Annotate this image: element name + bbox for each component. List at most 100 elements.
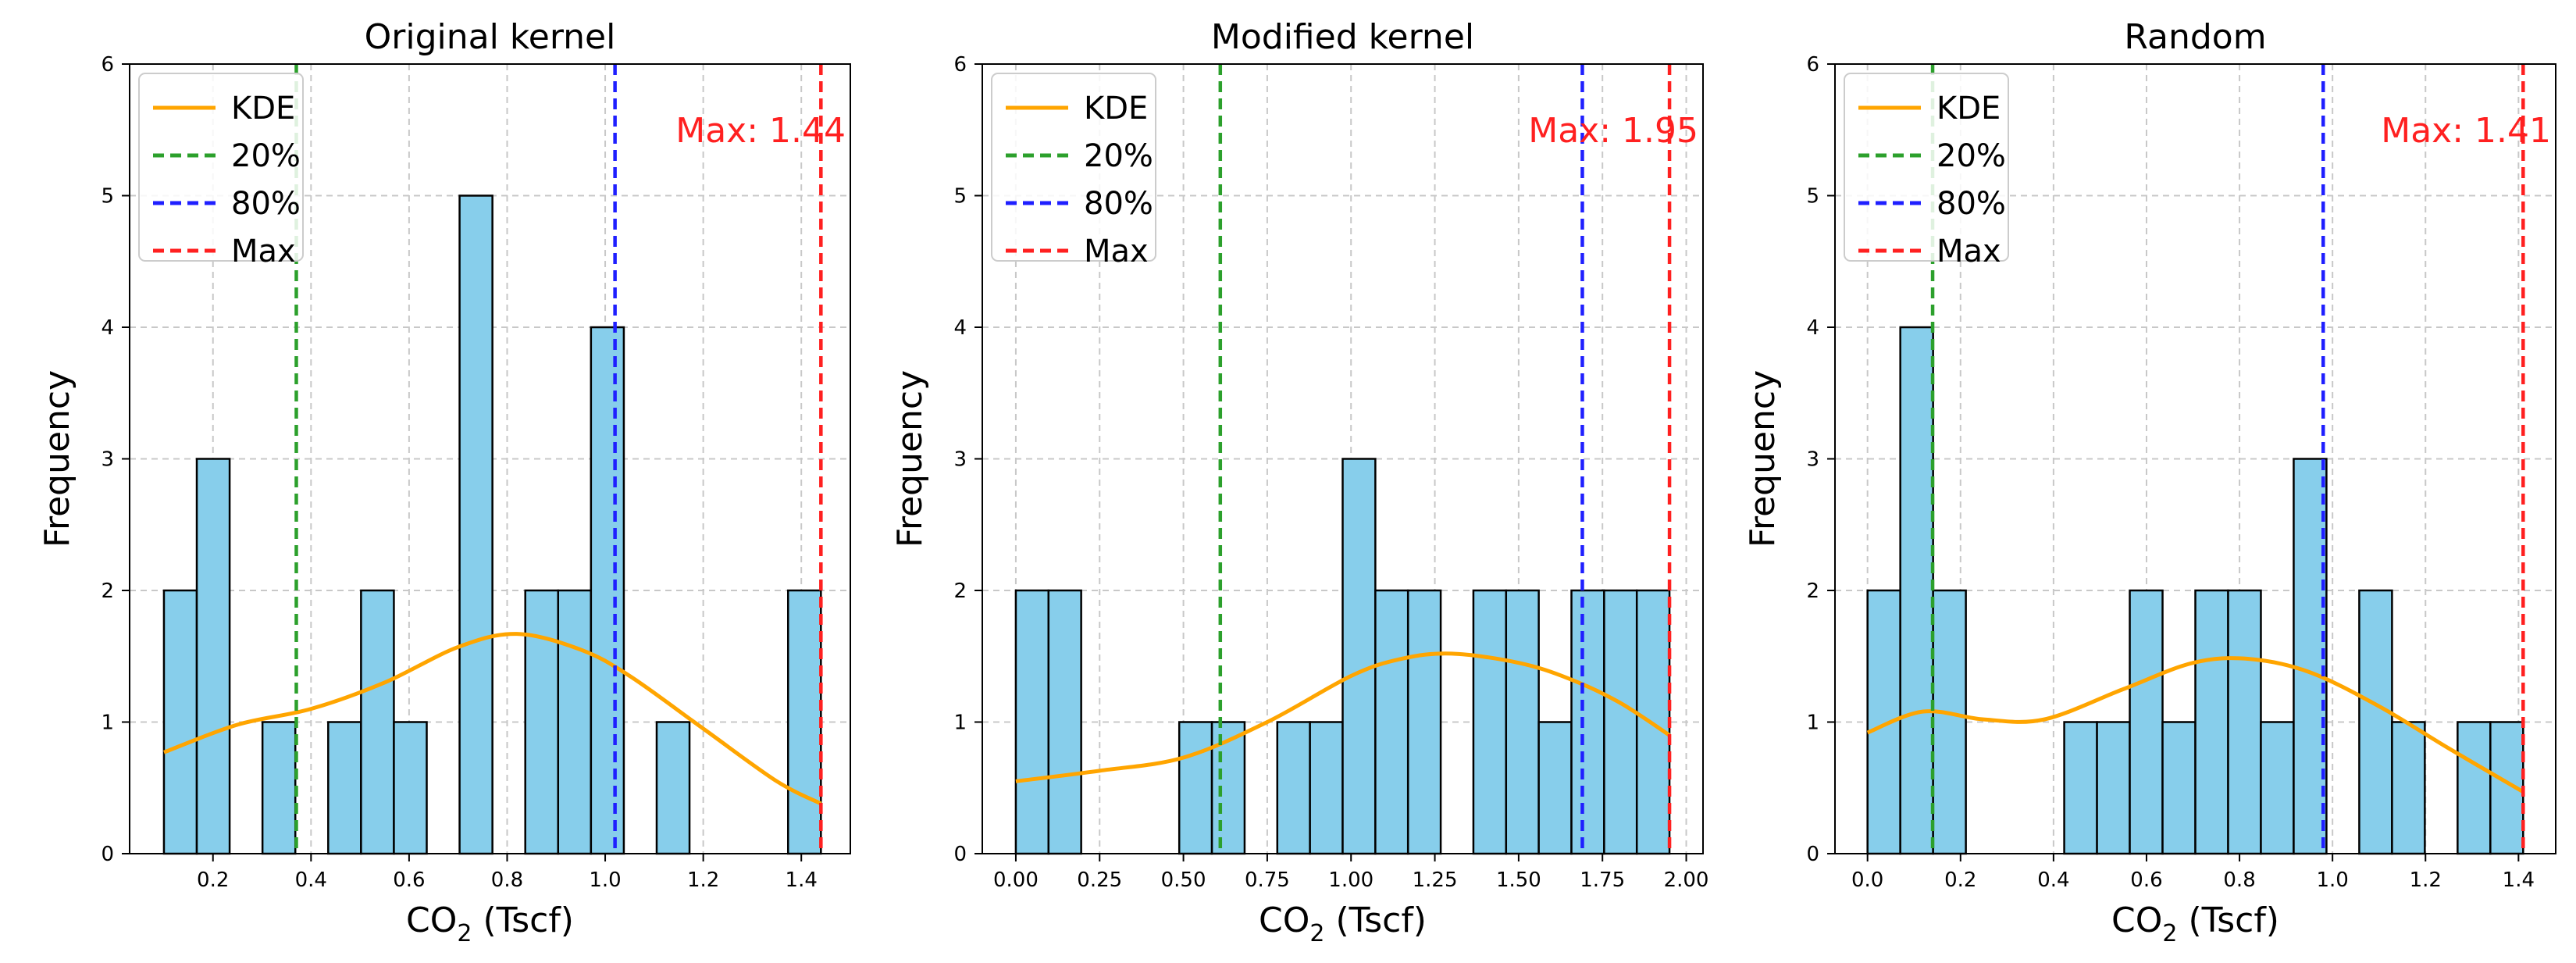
histogram-bar (195, 458, 231, 855)
histogram-bar (2457, 721, 2492, 855)
y-tick-label: 6 (1806, 53, 1819, 77)
legend-kde-label: KDE (231, 91, 295, 127)
y-axis-label: Frequency (1743, 370, 1783, 547)
legend-80-label: 80% (1936, 186, 2006, 222)
legend-box (138, 73, 304, 262)
x-axis-label: CO2 (Tscf) (406, 901, 574, 947)
histogram-bar (2227, 589, 2262, 855)
histogram-bar (1374, 589, 1409, 855)
histogram-bar (1899, 326, 1934, 855)
y-tick-label: 0 (953, 843, 967, 866)
max-annotation: Max: 1.41 (2381, 111, 2551, 151)
histogram-bar (2096, 721, 2131, 855)
y-tick-label: 3 (953, 448, 967, 472)
histogram-bar (557, 589, 593, 855)
kde-curve (163, 632, 822, 806)
x-axis-label-main: CO (1259, 901, 1309, 940)
histogram-bar (2260, 721, 2295, 855)
y-axis-label: Frequency (37, 370, 77, 547)
x-tick-label: 0.2 (1944, 868, 1976, 892)
histogram-bar (1472, 589, 1508, 855)
x-tick-label: 0.8 (2223, 868, 2255, 892)
legend: KDE 20% 80% Max (1844, 73, 2009, 269)
x-tick-label: 2.00 (1664, 868, 1709, 892)
histogram-bar (458, 194, 493, 855)
histogram-bar (1406, 589, 1442, 855)
chart-panel-2: 0.0 0.2 0.4 0.6 0.8 1.0 1.2 1.4 0 1 2 3 4 5 6 Random Fre… (1743, 17, 2556, 947)
histogram-bar (2391, 721, 2426, 855)
histogram-bar (2161, 721, 2197, 855)
x-axis-label: CO2 (Tscf) (1259, 901, 1427, 947)
histogram-bar (787, 589, 822, 855)
x-tick-label: 0.4 (2037, 868, 2069, 892)
x-axis-label-subscript: 2 (1309, 920, 1324, 947)
x-tick-label: 1.0 (2316, 868, 2348, 892)
histogram-bar (1309, 721, 1344, 855)
legend-max-label: Max (1936, 234, 2001, 269)
histogram-bar (360, 589, 395, 855)
x-tick-label: 0.0 (1851, 868, 1883, 892)
histogram-bar (1276, 721, 1311, 855)
max-annotation: Max: 1.44 (675, 111, 846, 151)
x-tick-label: 0.2 (197, 868, 229, 892)
histogram-bar (1932, 589, 1967, 855)
legend-kde-label: KDE (1084, 91, 1148, 127)
legend-20-label: 20% (1084, 138, 1153, 174)
y-tick-label: 6 (101, 53, 114, 77)
y-axis-label: Frequency (890, 370, 930, 547)
y-tick-label: 2 (1806, 580, 1819, 603)
x-tick-label: 1.00 (1328, 868, 1374, 892)
y-tick-label: 5 (101, 185, 114, 209)
x-tick-label: 1.0 (589, 868, 621, 892)
kde-curve (1866, 656, 2524, 794)
histogram-bar (1178, 721, 1213, 855)
x-axis-label-unit: (Tscf) (472, 901, 574, 940)
x-axis-label-unit: (Tscf) (2177, 901, 2279, 940)
legend-20-label: 20% (231, 138, 301, 174)
histogram-bar (2358, 589, 2393, 855)
y-tick-label: 1 (1806, 712, 1819, 735)
legend-80-label: 80% (1084, 186, 1153, 222)
histogram-bar (2194, 589, 2229, 855)
x-tick-label: 1.2 (687, 868, 719, 892)
histogram-bar (162, 589, 198, 855)
x-tick-label: 1.25 (1413, 868, 1458, 892)
histogram-bar (327, 721, 362, 855)
y-tick-label: 3 (101, 448, 114, 472)
y-tick-label: 2 (101, 580, 114, 603)
histogram-bar (590, 326, 625, 855)
y-tick-label: 0 (1806, 843, 1819, 866)
histogram-bar (655, 721, 691, 855)
legend: KDE 20% 80% Max (138, 73, 304, 269)
x-axis-label-unit: (Tscf) (1324, 901, 1427, 940)
x-tick-label: 0.25 (1077, 868, 1122, 892)
legend-kde-label: KDE (1936, 91, 2001, 127)
y-tick-label: 2 (953, 580, 967, 603)
legend-20-label: 20% (1936, 138, 2006, 174)
chart-title: Original kernel (365, 17, 616, 57)
x-tick-label: 0.4 (295, 868, 327, 892)
y-tick-label: 4 (1806, 316, 1819, 340)
x-tick-label: 0.6 (393, 868, 425, 892)
histogram-bar (1505, 589, 1540, 855)
x-tick-label: 0.6 (2130, 868, 2162, 892)
legend-box (1844, 73, 2009, 262)
x-tick-label: 0.75 (1245, 868, 1290, 892)
chart-title: Modified kernel (1211, 17, 1474, 57)
legend-box (991, 73, 1156, 262)
y-tick-label: 4 (101, 316, 114, 340)
y-tick-label: 0 (101, 843, 114, 866)
histogram-bar (1570, 589, 1605, 855)
histogram-bar (393, 721, 428, 855)
y-tick-label: 1 (101, 712, 114, 735)
histogram-bar (1603, 589, 1638, 855)
y-tick-label: 6 (953, 53, 967, 77)
max-annotation: Max: 1.95 (1528, 111, 1698, 151)
y-tick-label: 5 (953, 185, 967, 209)
y-tick-label: 5 (1806, 185, 1819, 209)
x-axis-label-main: CO (2111, 901, 2162, 940)
x-tick-label: 0.50 (1161, 868, 1206, 892)
chart-panel-1: 0.00 0.25 0.50 0.75 1.00 1.25 1.50 1.75 2.00 0 1 2 3… (890, 17, 1708, 947)
x-axis-label: CO2 (Tscf) (2111, 901, 2279, 947)
